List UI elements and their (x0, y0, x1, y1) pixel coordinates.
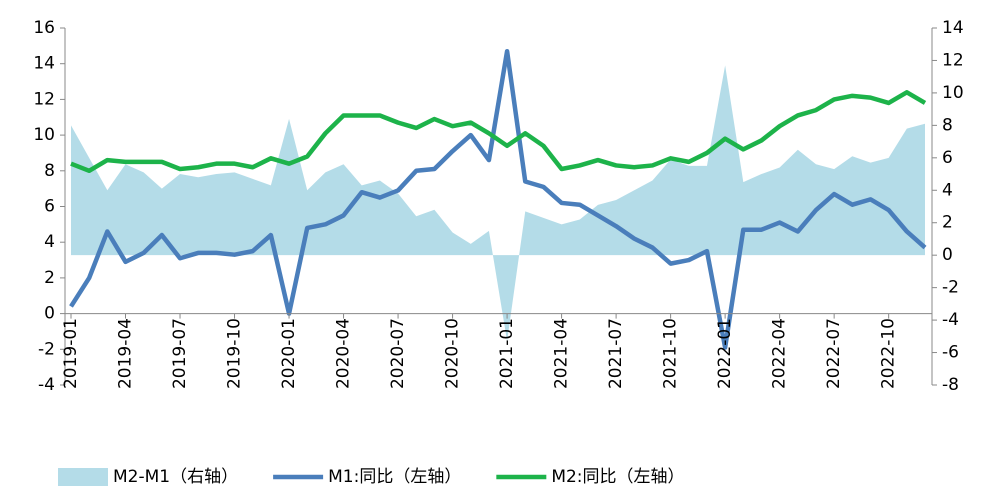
y2-tick-label: 0 (942, 245, 953, 265)
y2-tick-label: -8 (942, 375, 959, 395)
y-tick-label: 8 (44, 161, 55, 181)
legend-label: M2:同比（左轴） (551, 467, 684, 487)
legend-item: M1:同比（左轴） (273, 467, 461, 487)
x-tick-label: 2020-10 (443, 318, 463, 389)
area (71, 65, 925, 342)
legend-swatch (58, 468, 108, 486)
y-tick-label: -4 (38, 375, 55, 395)
legend-item: M2:同比（左轴） (496, 467, 685, 487)
y2-tick-label: -2 (942, 278, 959, 298)
x-tick-label: 2021-10 (661, 318, 681, 389)
y2-tick-label: -6 (942, 343, 959, 363)
x-tick-label: 2020-07 (388, 318, 408, 389)
y-tick-label: 4 (44, 232, 55, 252)
legend-item: M2-M1（右轴） (58, 467, 238, 487)
x-tick-label: 2022-01 (715, 318, 735, 389)
y-tick-label: -2 (38, 339, 55, 359)
y2-tick-label: 4 (942, 180, 953, 200)
x-tick-label: 2022-10 (879, 318, 899, 389)
y2-tick-label: 6 (942, 148, 953, 168)
x-tick-label: 2019-04 (116, 318, 136, 389)
y-tick-label: 14 (33, 54, 55, 74)
y2-tick-label: 2 (942, 213, 953, 233)
x-tick-label: 2021-01 (497, 318, 517, 389)
x-tick-label: 2021-07 (606, 318, 626, 389)
x-tick-label: 2019-10 (225, 318, 245, 389)
y2-tick-label: 10 (942, 83, 964, 103)
x-tick-label: 2021-04 (552, 318, 572, 389)
x-tick-label: 2019-01 (61, 318, 81, 389)
x-tick-label: 2020-01 (279, 318, 299, 389)
x-tick-label: 2022-04 (770, 318, 790, 389)
y2-tick-label: 12 (942, 50, 964, 70)
legend-label: M2-M1（右轴） (113, 467, 238, 487)
legend-label: M1:同比（左轴） (328, 467, 461, 487)
x-tick-label: 2022-07 (824, 318, 844, 389)
y-tick-label: 2 (44, 268, 55, 288)
x-tick-label: 2020-04 (334, 318, 354, 389)
y-tick-label: 16 (33, 18, 55, 38)
line (70, 90, 927, 174)
y2-tick-label: 14 (942, 18, 964, 38)
y-tick-label: 10 (33, 125, 55, 145)
y2-tick-label: -4 (942, 310, 959, 330)
y-tick-label: 6 (44, 197, 55, 217)
y-tick-label: 12 (33, 89, 55, 109)
y2-tick-label: 8 (942, 115, 953, 135)
y-tick-label: 0 (44, 304, 55, 324)
x-tick-label: 2019-07 (170, 318, 190, 389)
line (69, 48, 927, 350)
